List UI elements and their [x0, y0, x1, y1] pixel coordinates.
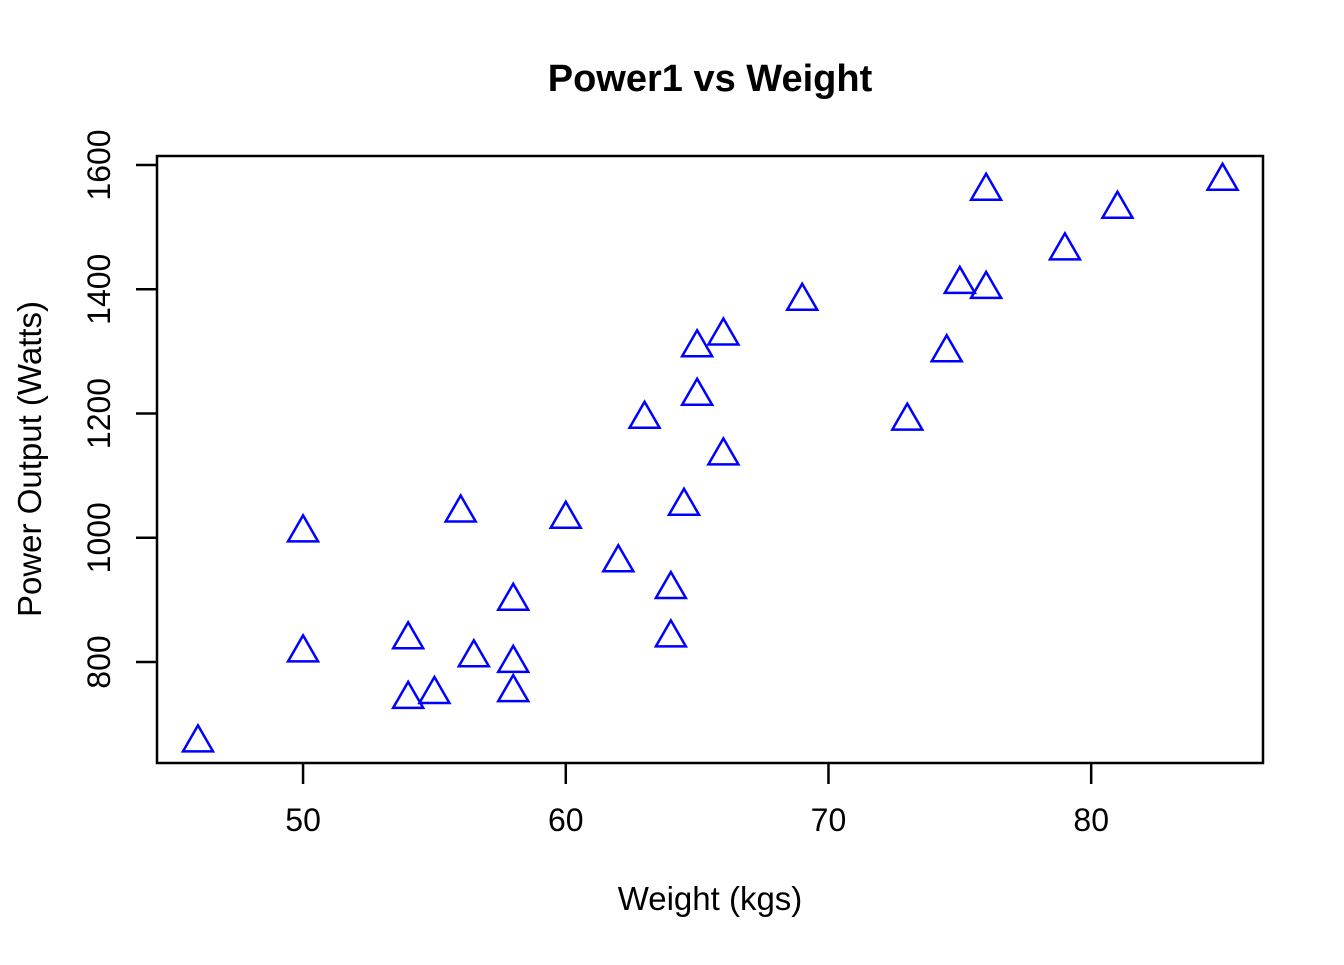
y-tick-label: 1000 — [81, 502, 117, 573]
data-point-triangle — [679, 376, 715, 407]
data-point-triangle — [1100, 189, 1135, 220]
data-point-triangle — [706, 315, 741, 346]
data-point-triangle — [496, 672, 531, 703]
y-axis-label: Power Output (Watts) — [11, 301, 48, 617]
data-point-triangle — [627, 399, 662, 429]
data-point-triangle — [942, 264, 977, 295]
data-point-triangle — [417, 674, 452, 705]
data-point-triangle — [1205, 161, 1240, 192]
data-point-triangle — [285, 512, 321, 543]
data-point-triangle — [890, 401, 925, 431]
data-point-triangle — [180, 722, 216, 753]
plot-box — [155, 154, 1265, 765]
data-point-triangle — [706, 435, 741, 466]
x-tick-label: 80 — [1073, 802, 1109, 838]
data-points — [180, 161, 1240, 753]
chart-title: Power1 vs Weight — [548, 58, 873, 100]
data-point-triangle — [968, 269, 1004, 300]
data-point-triangle — [929, 332, 964, 363]
x-tick-label: 60 — [548, 802, 584, 838]
y-tick-label: 1400 — [81, 254, 117, 325]
y-tick-label: 800 — [81, 635, 117, 688]
data-point-triangle — [653, 569, 689, 600]
data-point-triangle — [666, 486, 702, 516]
data-point-triangle — [679, 327, 715, 358]
y-axis: 800 1000 1200 1400 1600 — [81, 129, 156, 689]
data-point-triangle — [456, 637, 491, 668]
x-axis-label: Weight (kgs) — [618, 880, 803, 917]
data-point-triangle — [785, 281, 820, 311]
y-tick-label: 1600 — [81, 129, 117, 200]
data-point-triangle — [496, 643, 531, 674]
x-tick-label: 70 — [811, 802, 847, 838]
data-point-triangle — [968, 171, 1004, 202]
data-point-triangle — [548, 499, 583, 530]
data-point-triangle — [443, 493, 478, 523]
data-point-triangle — [601, 542, 636, 573]
y-tick-label: 1200 — [81, 378, 117, 449]
data-point-triangle — [1047, 230, 1083, 261]
data-point-triangle — [390, 679, 426, 710]
data-point-triangle — [390, 619, 426, 650]
x-tick-label: 50 — [285, 802, 321, 838]
data-point-triangle — [285, 632, 321, 663]
data-point-triangle — [653, 617, 689, 648]
x-axis: 50 60 70 80 — [285, 764, 1109, 838]
data-point-triangle — [496, 581, 531, 612]
